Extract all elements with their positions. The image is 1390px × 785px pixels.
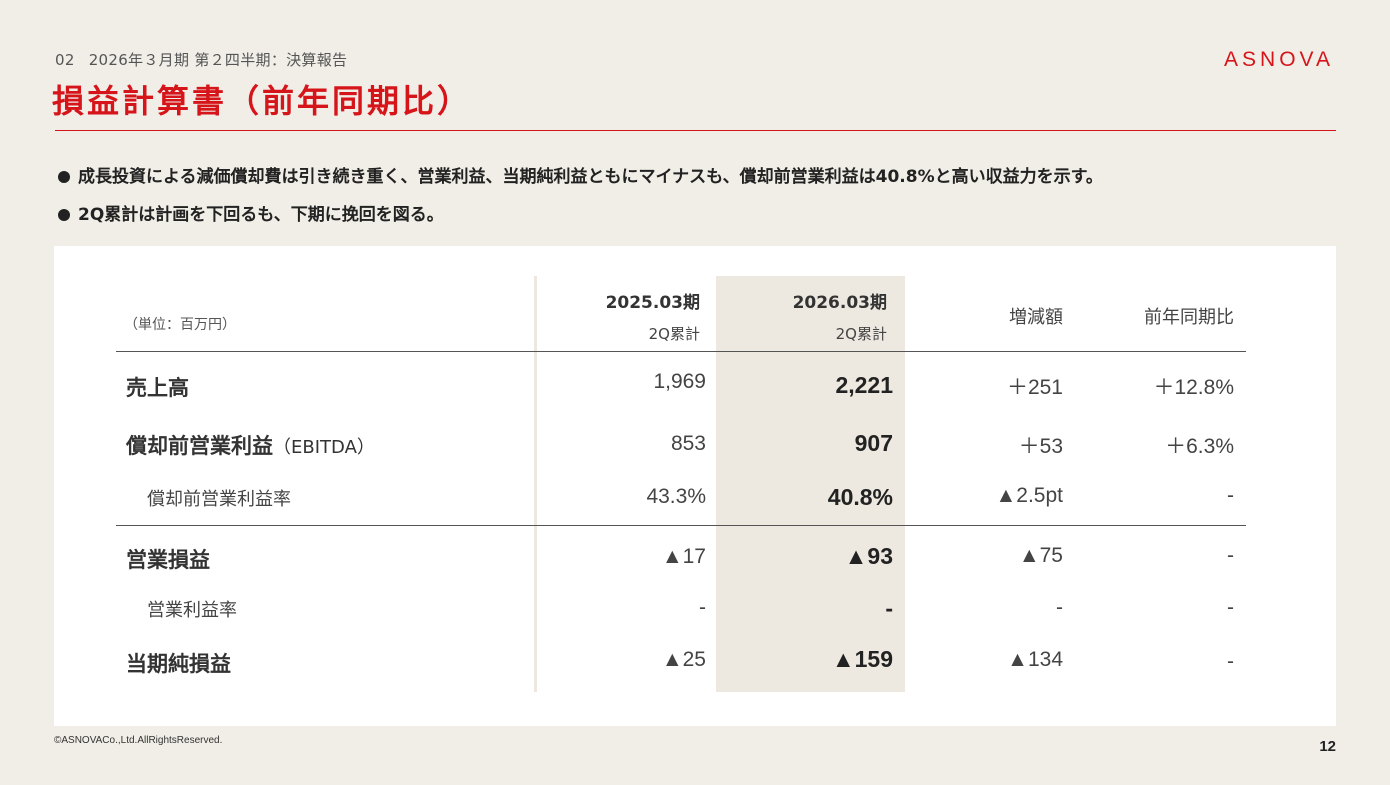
row-label-ebitda: 償却前営業利益（EBITDA） [126, 434, 375, 458]
section-number: 02 [55, 51, 75, 69]
cell-operating-income-2025: ▲17 [661, 545, 706, 568]
row-label-sales: 売上高 [126, 376, 189, 400]
cell-operating-income-change: ▲75 [1018, 544, 1063, 567]
cell-sales-yoy: ＋12.8% [1153, 376, 1234, 399]
breadcrumb-text: 2026年３月期 第２四半期：決算報告 [88, 51, 348, 69]
cell-ebitda-margin-2025: 43.3% [646, 485, 706, 508]
cell-net-income-change: ▲134 [1007, 648, 1063, 671]
bullet-dot-icon [58, 209, 70, 221]
company-logo: ASNOVA [1224, 48, 1334, 71]
cell-sales-change: ＋251 [1006, 376, 1063, 399]
bullet-text: 成長投資による減価償却費は引き続き重く、営業利益、当期純利益ともにマイナスも、償… [78, 167, 1103, 187]
header-change: 増減額 [1009, 307, 1063, 328]
cell-ebitda-margin-2026: 40.8% [827, 484, 893, 510]
cell-operating-margin-change: - [1056, 596, 1063, 619]
copyright: ©ASNOVACo.,Ltd.AllRightsReserved. [54, 735, 223, 746]
income-statement-table: （単位：百万円） 2025.03期 2Q累計 2026.03期 2Q累計 増減額… [54, 246, 1336, 726]
cell-operating-margin-2026: - [885, 595, 893, 621]
title-divider [55, 130, 1336, 131]
bullet-text: 2Q累計は計画を下回るも、下期に挽回を図る。 [78, 205, 444, 225]
cell-ebitda-2025: 853 [670, 432, 706, 455]
cell-sales-2026: 2,221 [835, 372, 893, 398]
header-2025-title: 2025.03期 [605, 293, 700, 313]
cell-operating-income-2026: ▲93 [844, 543, 893, 569]
row-label-operating-margin: 営業利益率 [147, 600, 237, 621]
cell-ebitda-margin-yoy: - [1227, 484, 1234, 507]
row-label-operating-income: 営業損益 [126, 548, 210, 572]
page-number: 12 [1319, 738, 1336, 755]
cell-ebitda-2026: 907 [854, 430, 893, 456]
cell-ebitda-yoy: ＋6.3% [1165, 435, 1234, 458]
bullet-item: 2Q累計は計画を下回るも、下期に挽回を図る。 [58, 196, 1103, 234]
summary-bullets: 成長投資による減価償却費は引き続き重く、営業利益、当期純利益ともにマイナスも、償… [58, 158, 1103, 234]
current-period-highlight [716, 276, 905, 692]
column-separator [534, 276, 537, 692]
cell-operating-margin-2025: - [699, 596, 706, 619]
page-title: 損益計算書（前年同期比） [52, 82, 473, 120]
cell-operating-margin-yoy: - [1227, 596, 1234, 619]
row-label-net-income: 当期純損益 [126, 652, 231, 676]
cell-ebitda-margin-change: ▲2.5pt [995, 484, 1064, 507]
header-divider [116, 351, 1246, 352]
cell-ebitda-change: ＋53 [1018, 435, 1063, 458]
cell-operating-income-yoy: - [1227, 544, 1234, 567]
cell-net-income-2026: ▲159 [831, 646, 893, 672]
breadcrumb: 02 2026年３月期 第２四半期：決算報告 [55, 49, 347, 70]
bullet-dot-icon [58, 171, 70, 183]
unit-label: （単位：百万円） [124, 317, 236, 333]
header-2026-title: 2026.03期 [792, 293, 887, 313]
header-yoy: 前年同期比 [1144, 307, 1234, 328]
cell-net-income-yoy: - [1227, 650, 1234, 673]
header-2026-sub: 2Q累計 [835, 325, 887, 343]
section-divider [116, 525, 1246, 526]
cell-sales-2025: 1,969 [653, 370, 706, 393]
cell-net-income-2025: ▲25 [661, 648, 706, 671]
bullet-item: 成長投資による減価償却費は引き続き重く、営業利益、当期純利益ともにマイナスも、償… [58, 158, 1103, 196]
row-label-ebitda-margin: 償却前営業利益率 [147, 489, 291, 510]
header-2025-sub: 2Q累計 [648, 325, 700, 343]
